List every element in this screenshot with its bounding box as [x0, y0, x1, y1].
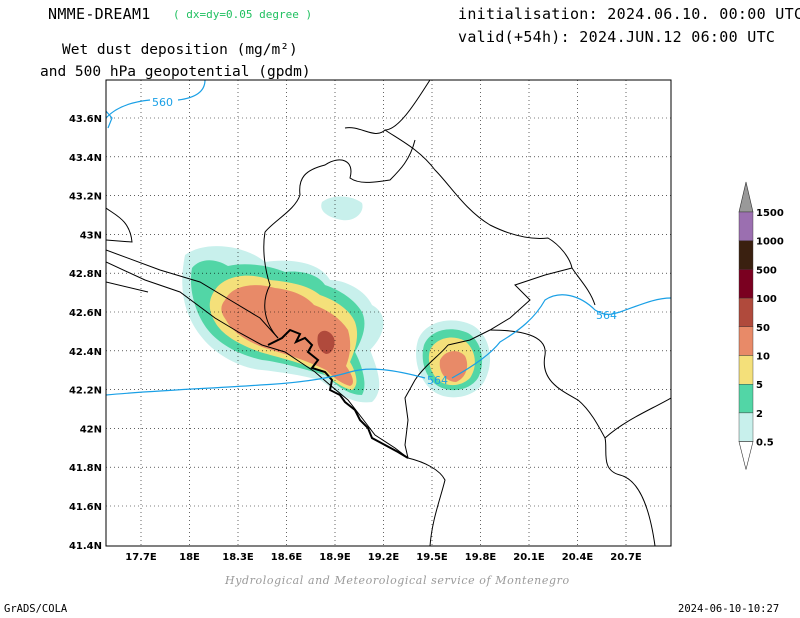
border-1: [106, 207, 133, 243]
legend-swatch: [738, 297, 754, 328]
lat-label: 41.4N: [69, 541, 102, 552]
contour-564-b: [106, 110, 113, 129]
legend-swatch: [738, 384, 754, 414]
title-line-2: and 500 hPa geopotential (gpdm): [40, 64, 311, 80]
lon-label: 20.4E: [562, 552, 594, 563]
contour-label-560: 560: [152, 96, 173, 109]
resolution-note: ( dx=dy=0.05 degree ): [173, 8, 313, 21]
montenegro-coast: [267, 328, 409, 459]
lat-label: 41.6N: [69, 502, 102, 513]
footer-left: GrADS/COLA: [4, 603, 68, 615]
lat-label: 42.4N: [69, 347, 102, 358]
lon-label: 19.2E: [368, 552, 400, 563]
lat-label: 42.2N: [69, 386, 102, 397]
lat-label: 43.6N: [69, 114, 102, 125]
border-srb-mk: [489, 329, 656, 546]
legend-level-label: 10: [756, 352, 770, 363]
legend-level-label: 500: [756, 265, 777, 276]
latitude-labels: 43.6N 43.4N 43.2N 43N 42.8N 42.6N 42.4N 42.2N 42…: [69, 114, 102, 552]
dust-10-east: [439, 351, 468, 382]
dust-field-west: [182, 196, 384, 403]
footer-right: 2024-06-10-10:27: [678, 603, 780, 615]
contour-label-564-east: 564: [596, 309, 617, 322]
legend-level-label: 0.5: [756, 438, 774, 449]
dust-50-west: [317, 330, 335, 354]
legend-arrow-bottom: [738, 441, 754, 470]
legend-swatch: [738, 269, 754, 299]
map-frame: [105, 79, 672, 547]
lat-label: 41.8N: [69, 463, 102, 474]
lon-label: 19.8E: [465, 552, 497, 563]
model-name: NMME-DREAM1: [48, 5, 151, 23]
init-time: initialisation: 2024.06.10. 00:00 UTC: [458, 5, 800, 23]
lat-label: 42.6N: [69, 308, 102, 319]
legend-swatch: [738, 211, 754, 241]
lat-label: 43N: [80, 230, 102, 241]
lon-label: 18E: [179, 552, 200, 563]
border-srb-mne: [384, 129, 573, 346]
lon-label: 17.7E: [125, 552, 157, 563]
border-bih-cro: [106, 249, 279, 339]
border-bih: [264, 139, 416, 233]
title-line-1: Wet dust deposition (mg/m²): [62, 42, 298, 58]
legend-swatch: [738, 240, 754, 270]
border-alb-gr: [407, 457, 446, 546]
border-east: [571, 267, 596, 306]
legend-level-label: 1000: [756, 237, 784, 248]
longitude-labels: 17.7E 18E 18.3E 18.6E 18.9E 19.2E 19.5E 19.8E 20…: [125, 552, 642, 563]
contour-label-564-center: 564: [427, 374, 448, 387]
credit: Hydrological and Meteorological service …: [225, 574, 570, 587]
legend-arrow-top: [738, 181, 754, 213]
lon-label: 18.6E: [271, 552, 303, 563]
contour-560: [106, 80, 206, 119]
graticule: [106, 80, 671, 546]
legend-level-label: 2: [756, 409, 763, 420]
legend-level-label: 1500: [756, 208, 784, 219]
lon-label: 20.1E: [513, 552, 545, 563]
lat-label: 43.4N: [69, 153, 102, 164]
lon-label: 18.3E: [222, 552, 254, 563]
legend-level-label: 100: [756, 294, 777, 305]
lat-label: 43.2N: [69, 192, 102, 203]
legend-swatch: [738, 412, 754, 442]
legend-level-label: 50: [756, 323, 770, 334]
lat-label: 42.8N: [69, 269, 102, 280]
legend-swatch: [738, 355, 754, 385]
lon-label: 18.9E: [319, 552, 351, 563]
legend-level-label: 5: [756, 380, 763, 391]
border-se: [604, 397, 671, 439]
dust-0.5-spot: [321, 196, 363, 221]
border-mne-alb: [404, 344, 449, 459]
valid-time: valid(+54h): 2024.JUN.12 06:00 UTC: [458, 28, 776, 46]
coast-adriatic: [106, 261, 409, 459]
geopotential-contours: [106, 80, 671, 396]
lon-label: 19.5E: [416, 552, 448, 563]
contour-564-a: [106, 294, 671, 396]
legend: 1500 1000 500 100 50 10 5 2 0.5: [738, 181, 784, 470]
legend-swatch: [738, 326, 754, 356]
border-srb-n: [344, 80, 431, 134]
dust-10-west: [221, 285, 353, 386]
border-2: [106, 281, 149, 293]
lon-label: 20.7E: [610, 552, 642, 563]
border-bih-south: [263, 231, 279, 339]
country-borders: [106, 80, 671, 546]
lat-label: 42N: [80, 424, 102, 435]
map-area: [106, 80, 671, 546]
